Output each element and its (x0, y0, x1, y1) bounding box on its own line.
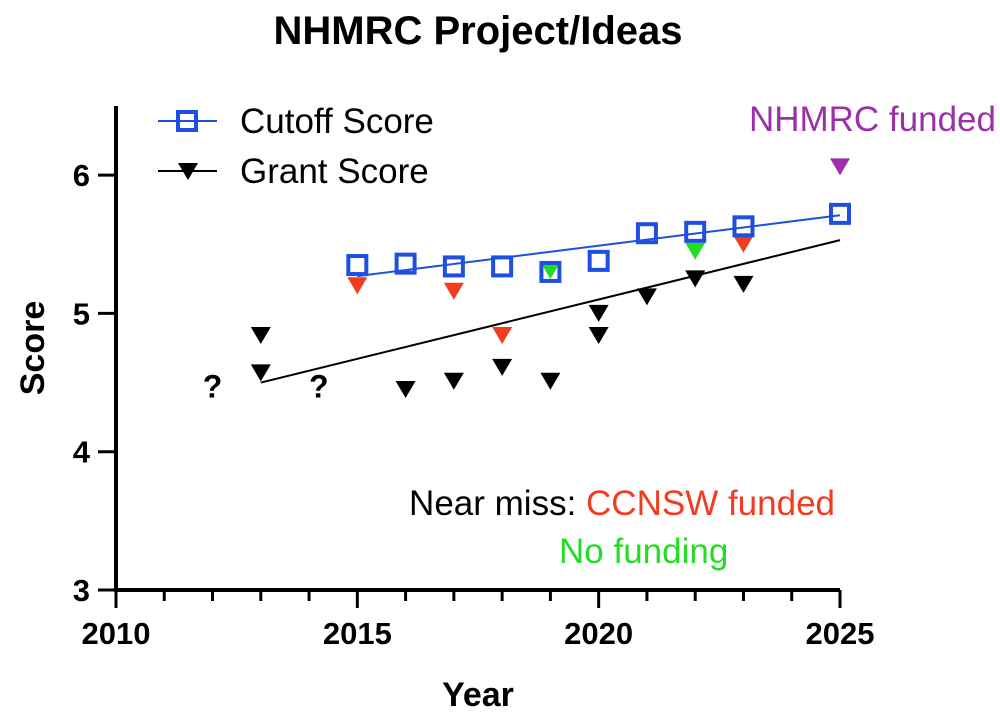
ccnsw-funded-label: CCNSW funded (586, 484, 835, 523)
y-ticks: 3 4 5 6 (73, 158, 116, 608)
grant-score-point (540, 262, 561, 280)
y-tick-label: 5 (73, 296, 90, 331)
legend-cutoff-marker (176, 110, 198, 132)
cutoff-score-trendline (357, 214, 841, 278)
grant-score-point (492, 327, 513, 345)
grant-score-point (443, 282, 464, 300)
grant-score-point (733, 275, 754, 293)
grant-score-point (830, 158, 850, 176)
near-miss-note: Near miss: CCNSW funded (409, 484, 835, 523)
x-tick-label: 2020 (564, 616, 633, 651)
grant-score-point (636, 288, 657, 306)
unknown-score-mark: ? (309, 369, 329, 405)
x-tick-label: 2025 (806, 616, 875, 651)
cutoff-score-point (587, 249, 610, 272)
legend-grant-label: Grant Score (240, 152, 429, 191)
cutoff-score-point (732, 215, 755, 238)
y-tick-label: 3 (73, 573, 90, 608)
grant-score-point (733, 235, 754, 253)
grant-score-point (347, 277, 368, 295)
no-funding-note: No funding (559, 532, 728, 571)
legend-grant-marker (178, 163, 198, 180)
y-tick-label: 6 (73, 158, 90, 193)
grant-score-point (250, 364, 271, 382)
cutoff-score-point (442, 255, 465, 278)
cutoff-score-point (491, 255, 514, 278)
legend-cutoff-label: Cutoff Score (240, 102, 434, 141)
near-miss-prefix: Near miss: (409, 484, 586, 523)
x-tick-label: 2010 (82, 616, 151, 651)
grant-score-point (588, 304, 609, 322)
cutoff-score-point (829, 202, 851, 225)
nhmrc-funded-note: NHMRC funded (749, 100, 996, 139)
chart-title: NHMRC Project/Ideas (274, 9, 683, 53)
grant-score-point (588, 327, 609, 345)
grant-score-point (443, 372, 464, 390)
cutoff-score-point (635, 222, 658, 245)
grant-score-trendline (260, 239, 841, 384)
plot-layer: ?? (203, 158, 851, 405)
grant-score-point (250, 327, 271, 345)
axes (114, 106, 840, 592)
y-tick-label: 4 (73, 435, 91, 470)
cutoff-score-point (394, 252, 417, 275)
grant-score-point (395, 380, 416, 398)
cutoff-score-point (684, 220, 707, 243)
cutoff-score-point (346, 254, 369, 277)
unknown-score-mark: ? (203, 369, 223, 405)
grant-score-point (492, 358, 513, 376)
grant-score-point (540, 372, 561, 390)
grant-score-point (685, 242, 706, 260)
x-axis-label: Year (442, 676, 514, 714)
grant-score-point (685, 270, 706, 288)
legend: Cutoff Score Grant Score (158, 102, 434, 191)
x-tick-label: 2015 (323, 616, 392, 651)
y-axis-label: Score (14, 301, 52, 396)
cutoff-score-point (539, 260, 562, 283)
x-ticks: 2010 2015 2020 2025 (82, 590, 875, 651)
